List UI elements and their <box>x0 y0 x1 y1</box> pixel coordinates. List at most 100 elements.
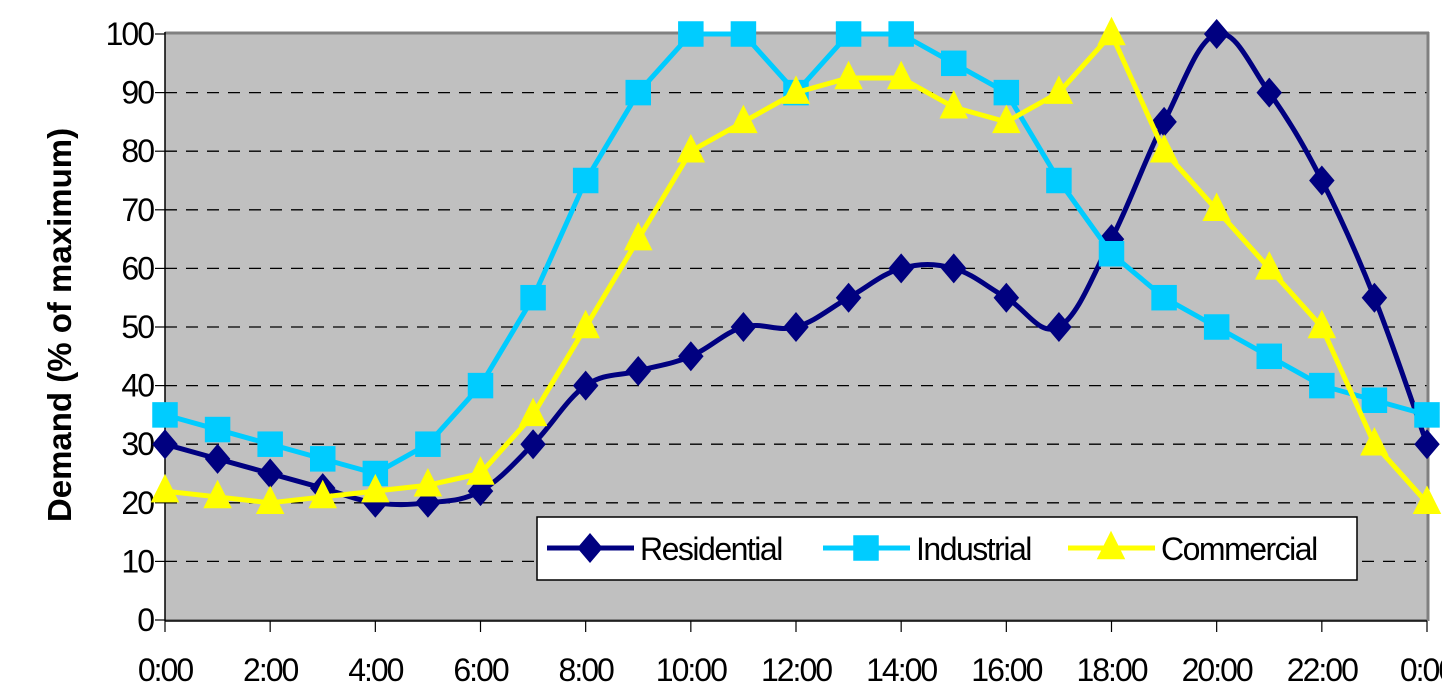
diamond-marker-icon <box>835 282 862 313</box>
diamond-marker-icon <box>520 429 546 460</box>
triangle-marker-icon <box>834 60 863 90</box>
x-tick-label: 20:00 <box>1182 652 1253 688</box>
y-tick-label: 70 <box>121 192 154 228</box>
x-tick-label: 2:00 <box>243 652 298 688</box>
triangle-marker-icon <box>624 221 653 251</box>
square-marker-icon <box>941 50 967 77</box>
triangle-marker-icon <box>781 75 811 104</box>
triangle-marker-icon <box>308 479 337 509</box>
square-marker-icon <box>152 402 178 428</box>
y-tick-label: 50 <box>121 309 154 345</box>
legend-item-industrial: Industrial <box>823 531 1032 567</box>
y-axis-title-container: Demand (% of maximum) <box>30 80 90 570</box>
legend-box <box>536 516 1358 581</box>
triangle-marker-icon <box>255 485 285 515</box>
triangle-marker-icon <box>203 479 232 509</box>
triangle-marker-icon <box>729 104 758 134</box>
square-marker-icon <box>730 21 757 47</box>
x-tick-label: 16:00 <box>971 652 1042 688</box>
diamond-marker-icon <box>1046 312 1072 342</box>
y-tick-label: 10 <box>121 543 154 579</box>
legend-item-commercial: Commercial <box>1068 530 1318 567</box>
triangle-marker-icon <box>1360 426 1389 456</box>
diamond-marker-icon <box>1256 77 1282 108</box>
triangle-marker-icon <box>150 473 180 503</box>
x-tick-label: 0:00 <box>1400 652 1442 688</box>
triangle-marker-icon <box>413 467 443 497</box>
triangle-marker-icon <box>676 133 706 163</box>
y-tick-label: 0 <box>137 602 154 638</box>
triangle-marker-icon <box>466 456 495 485</box>
diamond-marker-icon <box>678 341 704 372</box>
x-tick-label: 14:00 <box>866 652 937 688</box>
x-tick-label: 18:00 <box>1076 652 1147 688</box>
square-marker-icon <box>1203 314 1230 340</box>
x-tick-label: 12:00 <box>761 652 832 688</box>
triangle-marker-icon <box>361 473 390 503</box>
x-axis-ticks: 0:00 2:00 4:00 6:00 8:00 10:00 12:00 14:00 16:00… <box>138 621 1442 688</box>
diamond-marker-icon <box>888 253 914 284</box>
y-tick-label: 100 <box>106 16 155 52</box>
diamond-marker-icon <box>993 282 1020 313</box>
x-tick-label: 10:00 <box>656 652 727 688</box>
square-marker-icon <box>888 21 914 47</box>
triangle-marker-icon <box>1149 133 1179 163</box>
y-tick-label: 40 <box>121 368 154 404</box>
x-tick-label: 6:00 <box>453 652 508 688</box>
square-marker-icon <box>1309 372 1335 399</box>
y-tick-label: 20 <box>121 485 154 521</box>
square-marker-icon <box>520 284 546 311</box>
legend: Residential Industrial Commercial <box>536 516 1358 581</box>
x-tick-label: 22:00 <box>1287 652 1358 688</box>
square-marker-icon <box>625 79 651 106</box>
square-marker-icon <box>1256 343 1282 370</box>
diamond-marker-icon <box>730 312 757 342</box>
square-marker-icon <box>993 79 1020 106</box>
diamond-marker-icon <box>625 355 651 386</box>
diamond-marker-icon <box>1203 19 1230 49</box>
y-axis-title: Demand (% of maximum) <box>41 127 78 523</box>
legend-item-residential: Residential <box>547 531 783 567</box>
triangle-marker-icon <box>1307 309 1337 339</box>
diamond-marker-icon <box>941 253 967 284</box>
square-marker-icon <box>310 446 336 472</box>
y-tick-label: 80 <box>121 133 154 169</box>
triangle-marker-icon <box>1412 485 1442 515</box>
diamond-marker-icon <box>1361 282 1388 313</box>
triangle-marker-icon <box>992 104 1021 134</box>
y-tick-label: 60 <box>121 250 154 286</box>
square-marker-icon <box>204 416 231 443</box>
legend-label: Industrial <box>916 531 1031 567</box>
square-marker-icon <box>415 431 441 457</box>
square-marker-icon <box>572 167 599 194</box>
diamond-marker-icon <box>152 429 178 460</box>
triangle-marker-icon <box>1044 75 1074 104</box>
triangle-marker-icon <box>1096 530 1126 560</box>
series-commercial <box>150 16 1442 515</box>
x-tick-label: 8:00 <box>559 652 614 688</box>
square-marker-icon <box>853 535 879 561</box>
triangle-marker-icon <box>518 397 548 427</box>
triangle-marker-icon <box>1202 192 1231 222</box>
data-series <box>150 16 1442 518</box>
diamond-marker-icon <box>1151 106 1177 137</box>
series-residential <box>152 19 1440 518</box>
triangle-marker-icon <box>939 90 968 119</box>
diamond-marker-icon <box>257 458 283 489</box>
square-marker-icon <box>467 372 494 399</box>
square-marker-icon <box>1414 402 1440 428</box>
square-marker-icon <box>1361 387 1388 413</box>
square-marker-icon <box>1046 167 1072 194</box>
y-tick-label: 30 <box>121 426 154 462</box>
square-marker-icon <box>257 431 283 457</box>
triangle-marker-icon <box>886 60 916 90</box>
square-marker-icon <box>1098 241 1125 267</box>
diamond-marker-icon <box>204 443 231 474</box>
legend-label: Commercial <box>1161 531 1317 567</box>
y-axis-ticks: 0 10 20 30 40 50 60 70 80 90 100 <box>106 16 165 638</box>
triangle-marker-icon <box>1255 251 1284 280</box>
diamond-marker-icon <box>783 312 809 342</box>
diamond-marker-icon <box>577 533 603 563</box>
diamond-marker-icon <box>1309 165 1335 196</box>
